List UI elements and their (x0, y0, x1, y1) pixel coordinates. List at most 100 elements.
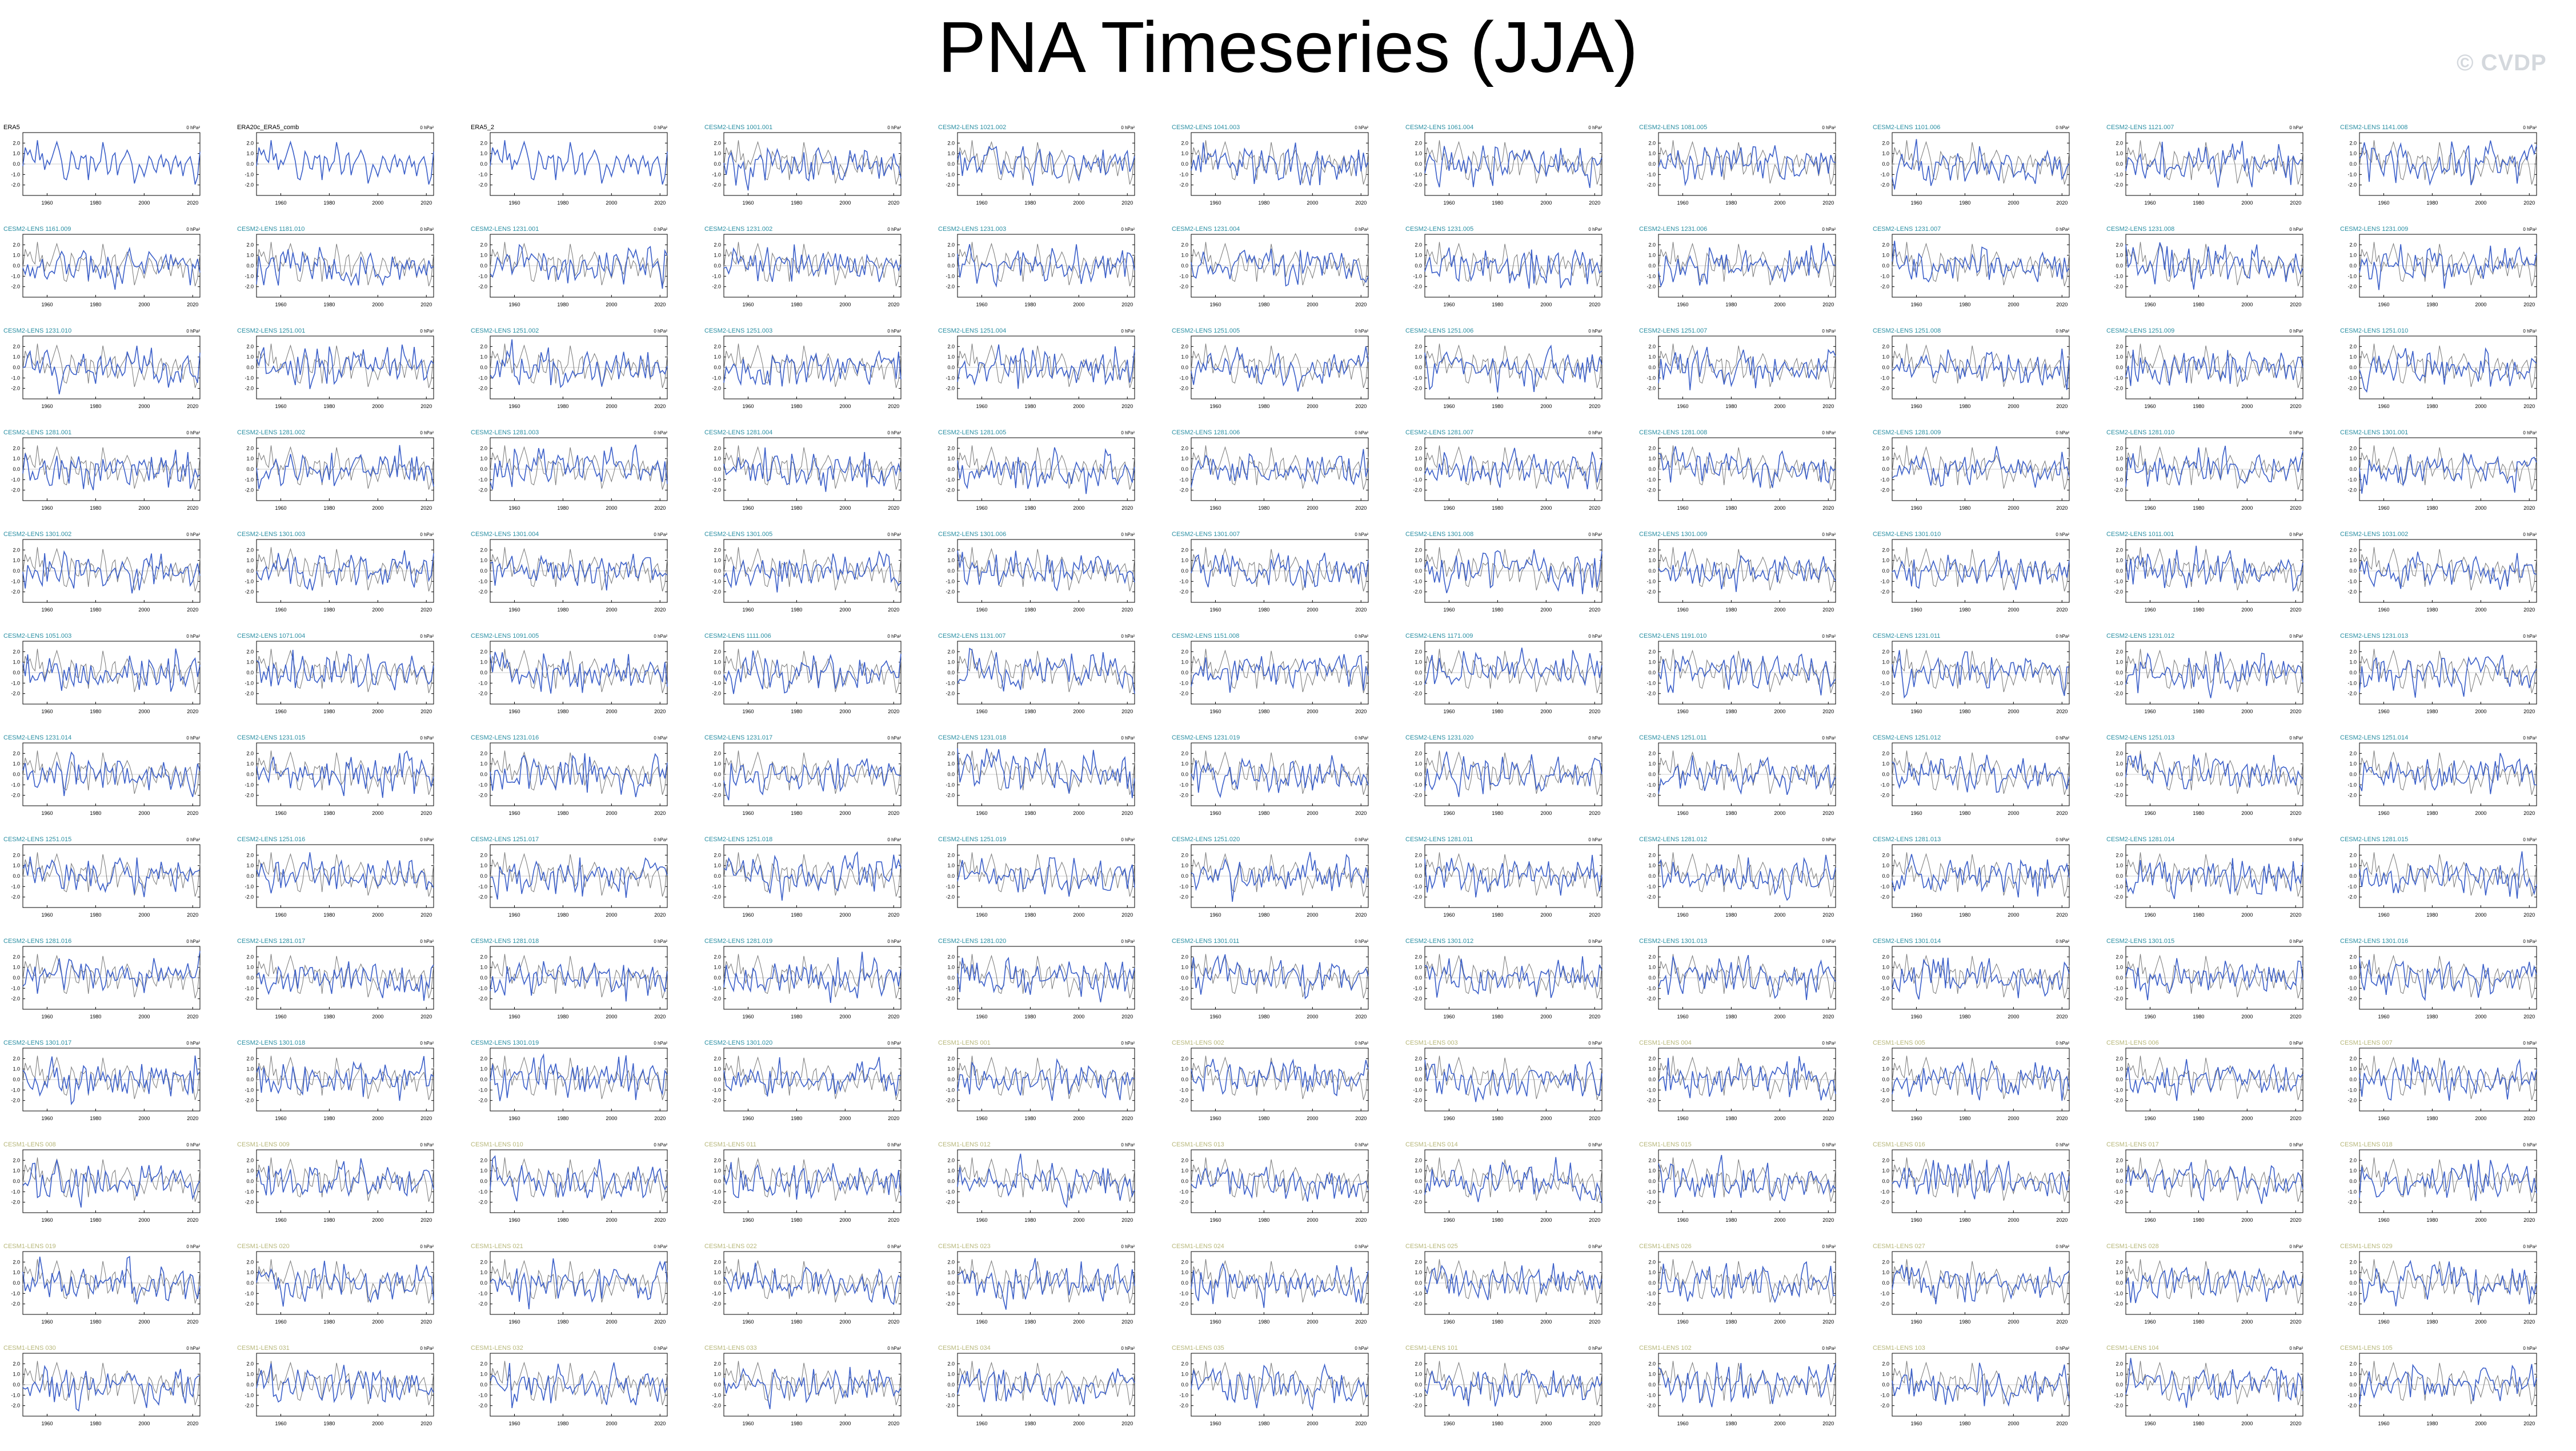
y-tick-label: 0.0 (480, 873, 487, 879)
x-tick-label: 2000 (372, 1319, 383, 1325)
y-tick-label: -1.0 (1413, 273, 1422, 279)
x-tick-label: 1960 (742, 403, 754, 409)
y-tick-label: 0.0 (1648, 1382, 1656, 1388)
panel-title: CESM1-LENS 020 (237, 1243, 290, 1250)
panel: CESM2-LENS 1121.007 0 hPa²2.01.00.0-1.0-2… (2106, 124, 2303, 206)
y-tick-label: 1.0 (2349, 1270, 2357, 1276)
x-tick-label: 1960 (2144, 1319, 2156, 1325)
panel: CESM2-LENS 1301.012 0 hPa²2.01.00.0-1.0-2… (1405, 938, 1603, 1020)
x-tick-label: 2020 (1121, 709, 1133, 714)
y-tick-label: -1.0 (2347, 1290, 2357, 1296)
y-tick-label: -1.0 (712, 171, 721, 177)
x-tick-label: 1980 (90, 607, 101, 613)
series-line (490, 140, 668, 185)
y-tick-label: -2.0 (1413, 1403, 1422, 1409)
series-line (2359, 753, 2537, 794)
y-tick-label: 1.0 (2116, 1270, 2123, 1276)
panel: CESM1-LENS 019 0 hPa²2.01.00.0-1.0-2.0196… (3, 1243, 201, 1325)
x-tick-label: 1960 (976, 1014, 987, 1020)
obs-series-line (1191, 750, 1369, 795)
y-tick-label: 2.0 (2116, 242, 2123, 247)
y-tick-label: 1.0 (714, 761, 721, 767)
y-tick-label: -1.0 (245, 578, 254, 584)
x-tick-label: 2000 (2241, 810, 2253, 816)
panel-title: CESM2-LENS 1251.005 (1172, 327, 1240, 334)
panel-title: CESM2-LENS 1251.003 (704, 327, 772, 334)
y-tick-label: -1.0 (1646, 273, 1656, 279)
y-tick-label: 0.0 (480, 1382, 487, 1388)
series-line (2125, 958, 2303, 1001)
x-tick-label: 1960 (1677, 709, 1688, 714)
obs-series-line (2125, 445, 2303, 490)
panel-units: 0 hPa² (186, 430, 200, 435)
panel-units: 0 hPa² (2523, 125, 2537, 130)
x-tick-label: 1960 (1677, 1319, 1688, 1325)
panel-units: 0 hPa² (1822, 125, 1836, 130)
series-line (1424, 647, 1603, 686)
y-tick-label: 0.0 (1415, 1178, 1422, 1184)
series-line (2125, 1358, 2303, 1408)
y-tick-label: 0.0 (1415, 263, 1422, 269)
panel-title: CESM1-LENS 011 (704, 1141, 756, 1148)
panel: CESM2-LENS 1231.012 0 hPa²2.01.00.0-1.0-2… (2106, 633, 2303, 714)
y-tick-label: 2.0 (1415, 954, 1422, 960)
x-tick-label: 1980 (557, 200, 568, 206)
series-line (2125, 651, 2303, 698)
series-line (1892, 1160, 2070, 1200)
x-tick-label: 2000 (1073, 1217, 1084, 1223)
x-tick-label: 2000 (1540, 200, 1552, 206)
x-tick-label: 1960 (508, 1421, 520, 1426)
panel-title: CESM1-LENS 031 (237, 1345, 290, 1352)
y-tick-label: -2.0 (245, 691, 254, 697)
panel-title: CESM2-LENS 1301.014 (1873, 938, 1941, 945)
x-tick-label: 1980 (1492, 1116, 1503, 1121)
y-tick-label: 2.0 (1415, 852, 1422, 858)
series-line (2359, 452, 2537, 494)
y-tick-label: -1.0 (1646, 1189, 1656, 1194)
series-line (22, 1159, 201, 1208)
y-tick-label: -2.0 (1179, 691, 1188, 697)
panel: CESM1-LENS 002 0 hPa²2.01.00.0-1.0-2.0196… (1172, 1040, 1369, 1121)
x-tick-label: 2020 (1589, 403, 1600, 409)
series-line (1658, 1056, 1836, 1101)
panel: CESM1-LENS 006 0 hPa²2.01.00.0-1.0-2.0196… (2106, 1040, 2303, 1121)
x-tick-label: 2020 (420, 302, 432, 307)
x-tick-label: 1980 (323, 1421, 335, 1426)
y-tick-label: 0.0 (2349, 263, 2357, 269)
panel-units: 0 hPa² (2289, 736, 2303, 741)
series-line (256, 1363, 434, 1404)
x-tick-label: 2000 (1540, 1014, 1552, 1020)
x-tick-label: 2020 (1822, 709, 1834, 714)
y-tick-label: 0.0 (1181, 466, 1188, 472)
panel-title: CESM2-LENS 1251.015 (3, 836, 71, 843)
x-tick-label: 2000 (2475, 1319, 2486, 1325)
series-line (1424, 145, 1603, 188)
x-tick-label: 2000 (1307, 607, 1318, 613)
y-tick-label: 0.0 (947, 365, 955, 370)
series-line (2359, 1260, 2537, 1307)
x-tick-label: 2000 (372, 302, 383, 307)
panel: CESM2-LENS 1301.002 0 hPa²2.01.00.0-1.0-2… (3, 531, 201, 613)
x-tick-label: 2020 (654, 1014, 666, 1020)
x-tick-label: 1960 (976, 505, 987, 511)
panel: CESM1-LENS 021 0 hPa²2.01.00.0-1.0-2.0196… (471, 1243, 668, 1325)
panel: CESM2-LENS 1231.011 0 hPa²2.01.00.0-1.0-2… (1873, 633, 2070, 714)
panel: CESM2-LENS 1231.005 0 hPa²2.01.00.0-1.0-2… (1405, 226, 1603, 307)
series-line (2359, 1057, 2537, 1101)
panel-title: CESM2-LENS 1251.007 (1639, 327, 1707, 334)
panel-units: 0 hPa² (420, 939, 434, 944)
y-tick-label: -1.0 (2114, 782, 2123, 788)
y-tick-label: -1.0 (2347, 884, 2357, 889)
x-tick-label: 2020 (187, 302, 198, 307)
panel-title: CESM2-LENS 1231.008 (2106, 226, 2174, 233)
panel: CESM2-LENS 1251.006 0 hPa²2.01.00.0-1.0-2… (1405, 327, 1603, 409)
y-tick-label: -1.0 (1880, 273, 1889, 279)
y-tick-label: 1.0 (13, 863, 20, 869)
y-tick-label: 1.0 (246, 1372, 254, 1377)
x-tick-label: 2000 (2008, 1014, 2019, 1020)
x-tick-label: 1960 (2144, 505, 2156, 511)
x-tick-label: 2020 (1355, 912, 1367, 918)
y-tick-label: 1.0 (947, 151, 955, 157)
panel-title: CESM2-LENS 1301.020 (704, 1040, 772, 1046)
series-line (2125, 754, 2303, 789)
